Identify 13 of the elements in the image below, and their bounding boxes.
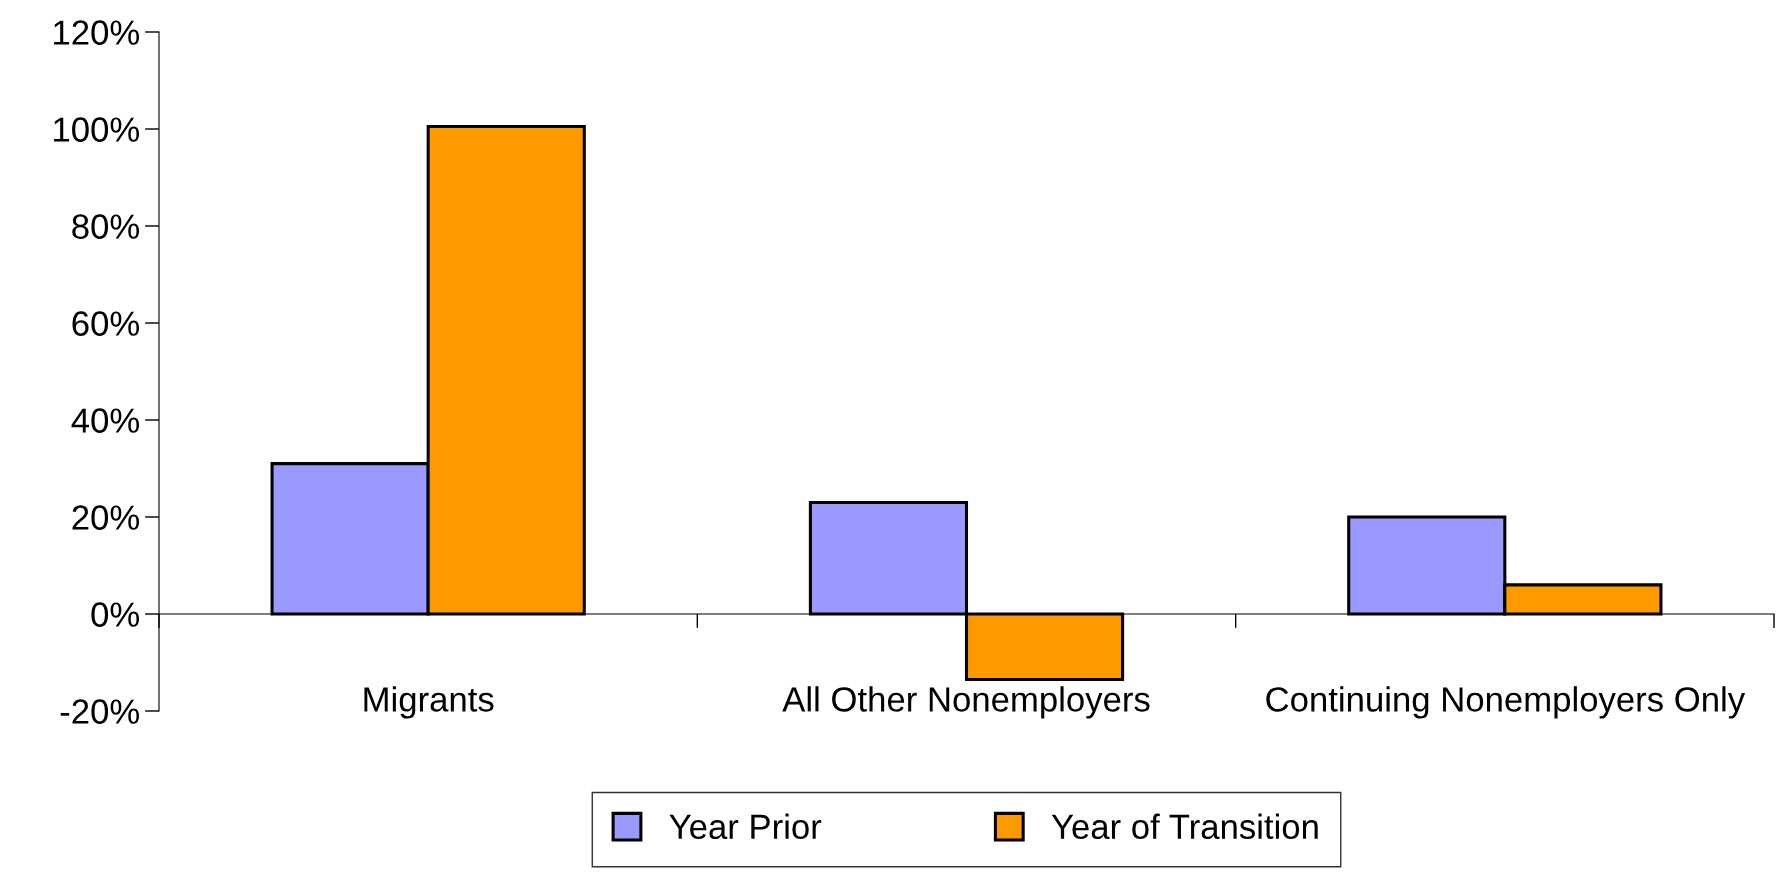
y-tick-label: 60% <box>72 311 140 336</box>
legend-label: Year of Transition <box>1051 813 1318 840</box>
y-tick-label: 40% <box>71 408 140 433</box>
y-tick-label: 80% <box>72 214 140 239</box>
x-tick-label: Migrants <box>364 686 494 719</box>
x-tick-label: All Other Nonemployers <box>782 686 1150 719</box>
y-tick-label: 100% <box>54 117 140 142</box>
y-tick-label: 20% <box>72 505 140 530</box>
legend-label: Year Prior <box>669 813 822 840</box>
x-tick-label: Continuing Nonemployers Only <box>1266 686 1746 719</box>
y-tick-label: 120% <box>54 20 140 45</box>
y-tick-label: -20% <box>60 699 140 724</box>
y-tick-label: 0% <box>91 602 140 627</box>
